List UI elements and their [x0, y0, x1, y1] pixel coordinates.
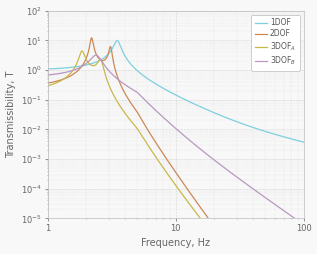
Line: 2DOF: 2DOF [48, 38, 304, 254]
1DOF [155, 83, 159, 86]
1DOF [46, 68, 50, 71]
2DOF [75, 70, 79, 73]
1DOF [144, 76, 148, 79]
3DOF$_A$ [75, 61, 79, 65]
3DOF$_A$ [90, 64, 94, 67]
X-axis label: Frequency, Hz: Frequency, Hz [141, 239, 210, 248]
Legend: 1DOF, 2DOF, 3DOF$_A$, 3DOF$_B$: 1DOF, 2DOF, 3DOF$_A$, 3DOF$_B$ [251, 14, 300, 71]
1DOF [115, 39, 119, 42]
3DOF$_A$ [80, 49, 84, 52]
3DOF$_B$ [297, 220, 301, 223]
Line: 3DOF$_B$: 3DOF$_B$ [48, 55, 304, 224]
3DOF$_B$ [269, 200, 273, 203]
3DOF$_B$ [90, 56, 94, 59]
Line: 3DOF$_A$: 3DOF$_A$ [48, 51, 304, 254]
3DOF$_A$ [155, 157, 159, 160]
3DOF$_B$ [302, 223, 306, 226]
Y-axis label: Transmissibility, T: Transmissibility, T [6, 71, 16, 158]
1DOF [90, 62, 94, 65]
2DOF [144, 125, 148, 128]
1DOF [269, 132, 273, 135]
1DOF [297, 139, 301, 142]
2DOF [90, 38, 94, 41]
2DOF [46, 82, 50, 85]
3DOF$_B$ [94, 54, 98, 57]
2DOF [155, 143, 159, 146]
3DOF$_A$ [144, 141, 148, 144]
3DOF$_B$ [75, 67, 79, 70]
3DOF$_B$ [144, 100, 148, 103]
1DOF [75, 65, 79, 68]
2DOF [90, 36, 94, 39]
3DOF$_A$ [46, 84, 50, 87]
1DOF [302, 141, 306, 144]
3DOF$_B$ [155, 110, 159, 113]
Line: 1DOF: 1DOF [48, 40, 304, 142]
3DOF$_B$ [46, 73, 50, 76]
